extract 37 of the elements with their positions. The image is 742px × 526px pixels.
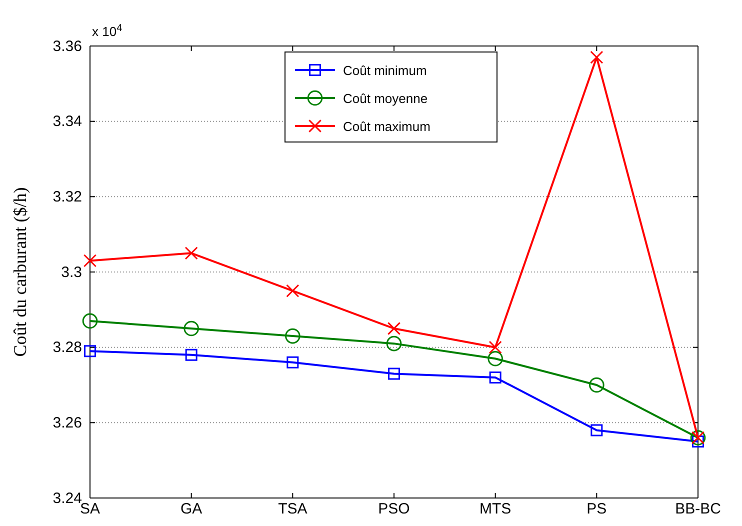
x-tick-label: SA (80, 500, 100, 518)
legend-label: Coût minimum (343, 63, 427, 78)
x-tick-label: MTS (479, 500, 512, 518)
y-tick-label: 3.36 (52, 38, 82, 55)
point (84, 345, 96, 358)
y-tick-label: 3.32 (52, 188, 82, 206)
point (83, 254, 97, 268)
y-tick-label: 3.28 (52, 339, 82, 356)
x-tick-label: PS (586, 500, 607, 518)
y-axis-title: Coût du carburant ($/h) (10, 187, 30, 357)
point (82, 313, 98, 329)
legend-label: Coût moyenne (343, 91, 428, 106)
x-tick-label: TSA (278, 500, 308, 518)
point (488, 340, 502, 354)
point (286, 356, 299, 368)
text: x 10$^{4}$ (92, 22, 123, 39)
point (386, 336, 402, 352)
x-tick-label: PSO (378, 500, 410, 518)
point (285, 328, 300, 344)
point (590, 50, 604, 64)
point (184, 246, 198, 260)
y-tick-label: 3.3 (61, 264, 82, 281)
x-tick-label: BB-BC (675, 500, 722, 518)
legend-label: Coût maximum (343, 119, 430, 134)
point (489, 371, 502, 384)
point (185, 348, 198, 361)
y-tick-label: 3.26 (52, 414, 82, 432)
point (387, 322, 401, 336)
point (488, 350, 503, 366)
point (589, 377, 604, 393)
y-tick-label: 3.34 (52, 113, 82, 130)
point (184, 320, 199, 336)
point (388, 368, 400, 380)
point (286, 284, 300, 298)
x-tick-label: GA (180, 500, 202, 518)
point (590, 424, 603, 436)
y-tick-label: 3.24 (52, 490, 82, 507)
